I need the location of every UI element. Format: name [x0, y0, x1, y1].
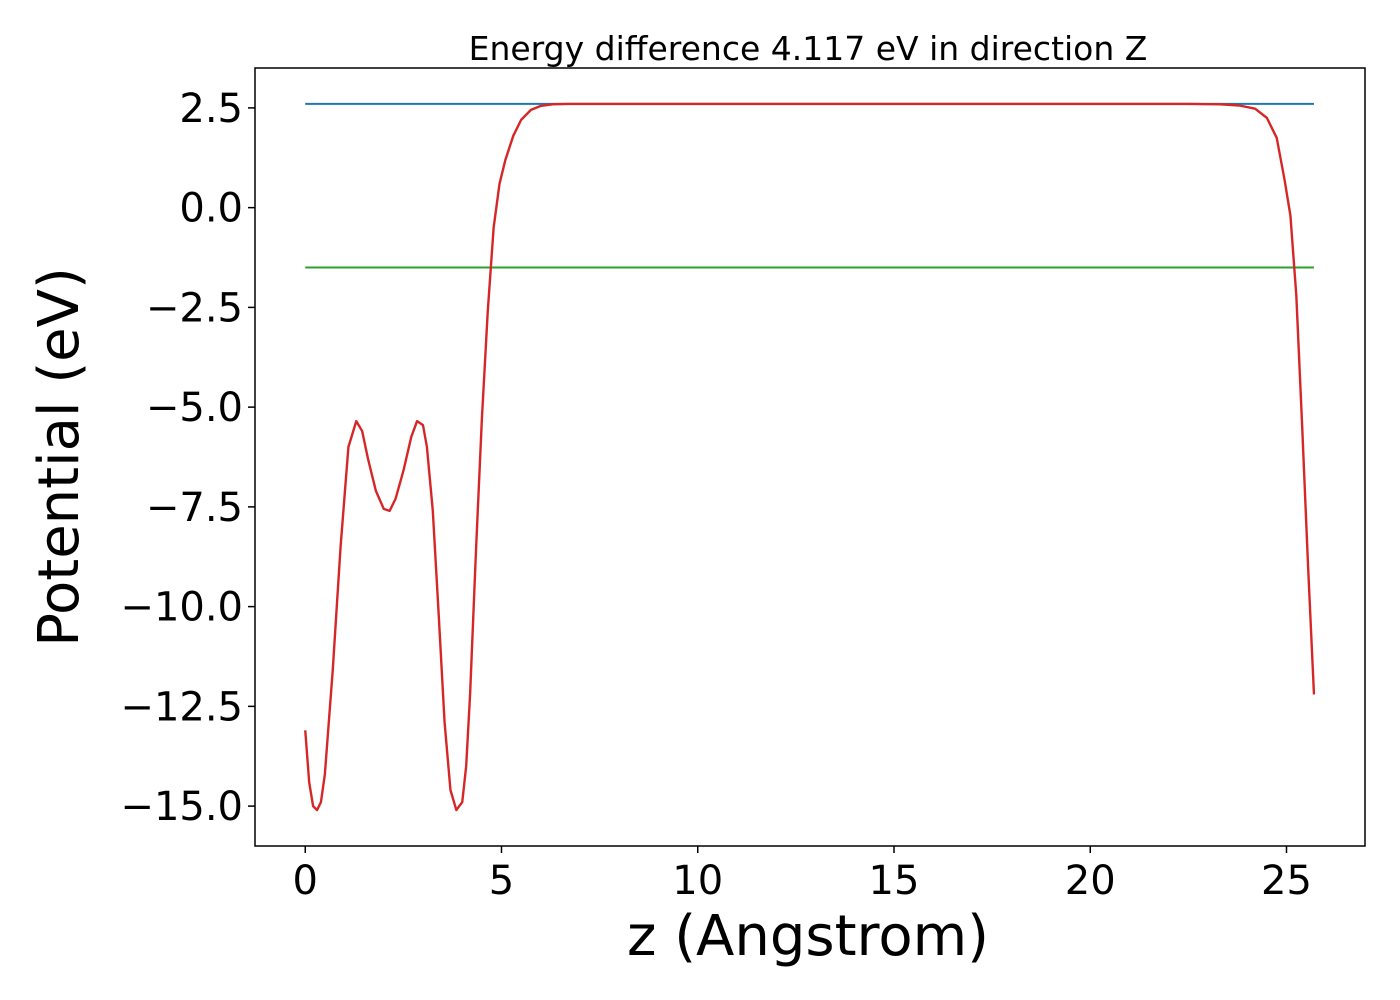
- y-tick-label: −10.0: [120, 585, 243, 631]
- y-tick-label: −5.0: [146, 385, 243, 431]
- y-tick-label: −15.0: [120, 784, 243, 830]
- x-tick-label: 15: [869, 858, 920, 904]
- x-tick-label: 10: [672, 858, 723, 904]
- y-tick-label: −2.5: [146, 285, 243, 331]
- x-tick-label: 25: [1261, 858, 1312, 904]
- y-axis-label: Potential (eV): [27, 267, 92, 647]
- plot-frame: [254, 67, 1366, 847]
- x-tick-label: 0: [293, 858, 318, 904]
- x-tick-label: 20: [1065, 858, 1116, 904]
- x-axis-label: z (Angstrom): [627, 904, 989, 969]
- chart-title: Energy difference 4.117 eV in direction …: [469, 29, 1148, 68]
- y-tick-label: −7.5: [146, 485, 243, 531]
- y-tick-label: 0.0: [179, 186, 243, 232]
- x-tick-label: 5: [489, 858, 514, 904]
- series-line-2: [304, 102, 1316, 812]
- y-tick-label: −12.5: [120, 684, 243, 730]
- y-tick-label: 2.5: [179, 86, 243, 132]
